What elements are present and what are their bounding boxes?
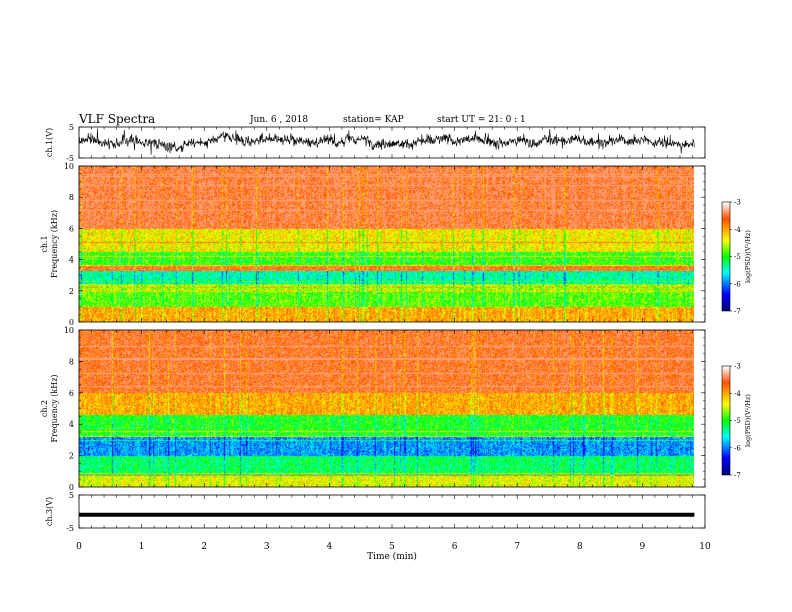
- x-tick-label: 1: [139, 542, 145, 552]
- ch2-spectrogram-colorbar: [722, 366, 730, 475]
- ch2-spectrogram-colorbar-tick-label: -5: [734, 417, 741, 425]
- ch2-spectrogram-y-label: Frequency (kHz): [50, 374, 59, 442]
- ch2-spectrogram-y-tick-label: 8: [69, 357, 74, 366]
- station-label: station= KAP: [343, 115, 404, 125]
- ch1-spectrogram-y-tick-label: 6: [69, 224, 74, 233]
- ch1-spectrogram-y-label-channel: ch.1: [40, 235, 49, 252]
- ch2-spectrogram-y-tick-label: 10: [64, 326, 74, 335]
- date-label: Jun. 6 , 2018: [250, 115, 309, 125]
- x-tick-label: 0: [76, 542, 82, 552]
- ch2-spectrogram-colorbar-tick-label: -7: [734, 472, 741, 480]
- ch2-spectrogram-colorbar-label: log(PSD)(V²/Hz): [744, 394, 752, 447]
- x-tick-label: 6: [452, 542, 458, 552]
- ch2-spectrogram-y-tick-label: 4: [69, 420, 74, 429]
- ch1-waveform-y-tick-label: 5: [69, 123, 74, 132]
- ch3-waveform-y-tick-label: -5: [66, 524, 74, 533]
- ch2-spectrogram-colorbar-tick-label: -6: [734, 444, 741, 452]
- spectrogram-image-layer: [79, 166, 730, 487]
- ch1-waveform-trace: [78, 128, 695, 155]
- x-axis-label: Time (min): [367, 551, 417, 562]
- ch1-spectrogram-colorbar-tick-label: -3: [734, 199, 741, 207]
- figure-title: VLF Spectra: [79, 112, 156, 126]
- ch1-waveform-y-label: ch.1(V): [45, 128, 54, 157]
- ch2-spectrogram-colorbar-tick-label: -3: [734, 363, 741, 371]
- ch3-waveform-y-tick-label: 5: [69, 491, 74, 500]
- ch1-spectrogram-colorbar-tick-label: -4: [734, 226, 741, 234]
- ch3-waveform-y-label: ch.3(V): [45, 497, 54, 526]
- ch2-spectrogram-y-label-channel: ch.2: [40, 400, 49, 417]
- x-tick-label: 7: [514, 542, 520, 552]
- ch1-spectrogram-y-tick-label: 4: [69, 256, 74, 265]
- ch3-waveform-frame: [78, 494, 706, 529]
- x-tick-label: 4: [327, 542, 333, 552]
- waveform-line-layer: [78, 128, 695, 517]
- x-tick-label: 9: [640, 542, 646, 552]
- x-tick-label: 2: [201, 542, 207, 552]
- ch1-spectrogram-colorbar-tick-label: -5: [734, 253, 741, 261]
- ch1-spectrogram-image: [79, 166, 694, 322]
- x-tick-label: 8: [577, 542, 583, 552]
- ch2-spectrogram-y-tick-label: 6: [69, 389, 74, 398]
- ch1-spectrogram-colorbar: [722, 202, 730, 311]
- ch1-spectrogram-colorbar-label: log(PSD)(V²/Hz): [744, 230, 752, 283]
- x-tick-label: 5: [389, 542, 395, 552]
- ch2-spectrogram-y-tick-label: 0: [69, 483, 74, 492]
- ch1-spectrogram-y-tick-label: 2: [69, 287, 74, 296]
- ch2-spectrogram-colorbar-tick-label: -4: [734, 390, 741, 398]
- ch1-spectrogram-colorbar-tick-label: -6: [734, 280, 741, 288]
- ch2-spectrogram-y-tick-label: 2: [69, 452, 74, 461]
- ch1-spectrogram-y-label: Frequency (kHz): [50, 210, 59, 278]
- x-tick-label: 3: [264, 542, 270, 552]
- x-tick-label: 10: [699, 542, 711, 552]
- ch1-spectrogram-y-tick-label: 0: [69, 318, 74, 327]
- ch1-spectrogram-y-tick-label: 10: [64, 162, 74, 171]
- text-layer: 5 -5 ch.1(V) -3 -4 -5 -6 -7 log(PSD)(V²/Hz) 0 2 4 6 8…: [40, 123, 752, 562]
- start-ut-label: start UT = 21: 0 : 1: [437, 115, 526, 125]
- ch1-waveform-y-tick-label: -5: [66, 154, 74, 163]
- axes-layer: [78, 126, 732, 529]
- ch2-spectrogram-image: [79, 330, 694, 487]
- ch1-spectrogram-colorbar-tick-label: -7: [734, 308, 741, 316]
- ch1-spectrogram-y-tick-label: 8: [69, 193, 74, 202]
